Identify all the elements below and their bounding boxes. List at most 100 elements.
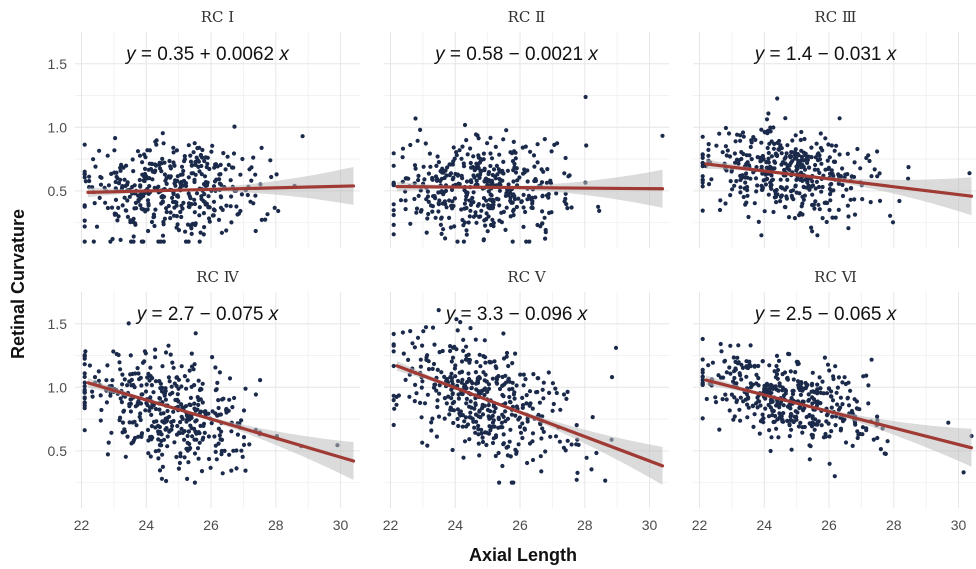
- data-point: [240, 156, 245, 162]
- x-tick-label: 24: [138, 517, 154, 533]
- data-point: [116, 181, 122, 186]
- data-point: [783, 155, 788, 160]
- data-point: [461, 455, 466, 460]
- data-point: [717, 207, 723, 213]
- data-point: [541, 380, 546, 385]
- data-point: [154, 163, 159, 168]
- data-point: [82, 384, 87, 389]
- data-point: [219, 230, 224, 235]
- data-point: [763, 182, 769, 187]
- data-point: [700, 336, 705, 342]
- data-point: [464, 138, 469, 143]
- data-point: [473, 210, 478, 215]
- data-point: [867, 158, 872, 164]
- data-point: [481, 238, 486, 243]
- data-point: [192, 401, 197, 406]
- data-point: [575, 470, 580, 475]
- data-point: [152, 223, 157, 229]
- data-point: [507, 379, 512, 384]
- data-point: [449, 371, 454, 376]
- data-point: [211, 184, 217, 189]
- data-point: [743, 180, 748, 185]
- data-point: [188, 159, 194, 164]
- data-point: [548, 434, 553, 439]
- data-point: [473, 370, 478, 375]
- data-point: [145, 207, 150, 212]
- data-point: [773, 413, 778, 419]
- data-point: [430, 175, 435, 181]
- data-point: [491, 167, 497, 172]
- data-point: [91, 239, 96, 244]
- data-point: [756, 376, 761, 381]
- data-point: [229, 429, 234, 434]
- data-point: [449, 387, 454, 392]
- data-point: [179, 214, 184, 220]
- data-point: [872, 167, 877, 172]
- data-point: [814, 141, 819, 146]
- data-point: [473, 132, 479, 137]
- data-point: [728, 371, 733, 376]
- data-point: [789, 150, 794, 155]
- data-point: [466, 371, 471, 376]
- data-point: [157, 407, 162, 412]
- data-point: [780, 385, 785, 390]
- data-point: [714, 143, 719, 148]
- data-point: [754, 372, 759, 377]
- data-point: [706, 153, 711, 158]
- data-point: [477, 352, 482, 357]
- data-point: [759, 127, 764, 132]
- data-point: [478, 172, 483, 177]
- data-point: [755, 183, 760, 188]
- data-point: [188, 445, 193, 451]
- data-point: [139, 434, 144, 439]
- data-point: [783, 387, 788, 393]
- data-point: [511, 213, 516, 218]
- data-point: [105, 153, 110, 158]
- data-point: [149, 161, 154, 166]
- data-point: [700, 174, 705, 179]
- data-point: [826, 142, 831, 147]
- data-point: [539, 180, 545, 185]
- data-point: [82, 428, 87, 433]
- data-point: [822, 355, 828, 360]
- data-point: [198, 230, 203, 235]
- data-point: [448, 348, 453, 354]
- data-point: [827, 186, 833, 192]
- data-point: [460, 413, 465, 418]
- data-point: [501, 137, 506, 142]
- data-point: [828, 192, 833, 197]
- data-point: [774, 187, 779, 193]
- data-point: [700, 367, 705, 372]
- data-point: [751, 135, 756, 140]
- data-point: [162, 391, 167, 396]
- data-point: [175, 392, 180, 397]
- data-point: [93, 164, 98, 169]
- data-point: [511, 207, 516, 212]
- data-point: [251, 155, 256, 160]
- data-point: [192, 451, 198, 456]
- data-point: [821, 391, 826, 396]
- data-point: [444, 205, 449, 210]
- data-point: [717, 131, 722, 136]
- data-point: [197, 169, 202, 174]
- data-point: [456, 396, 461, 401]
- data-point: [497, 176, 502, 182]
- data-point: [454, 317, 459, 322]
- data-point: [795, 379, 801, 384]
- data-point: [511, 139, 516, 144]
- data-point: [752, 363, 757, 368]
- data-point: [700, 208, 705, 213]
- x-tick-label: 30: [951, 517, 967, 533]
- data-point: [391, 212, 396, 218]
- data-point: [189, 163, 194, 168]
- data-point: [524, 401, 529, 406]
- data-point: [192, 480, 197, 485]
- data-point: [179, 402, 184, 407]
- data-point: [97, 195, 102, 200]
- data-point: [539, 469, 544, 474]
- data-point: [488, 428, 493, 433]
- data-point: [806, 398, 811, 403]
- facet-panel-5: RC Ⅴ y = 3.3 − 0.096 x 22 24 26 28 30: [383, 268, 669, 533]
- data-point: [212, 208, 217, 213]
- data-point: [206, 194, 211, 199]
